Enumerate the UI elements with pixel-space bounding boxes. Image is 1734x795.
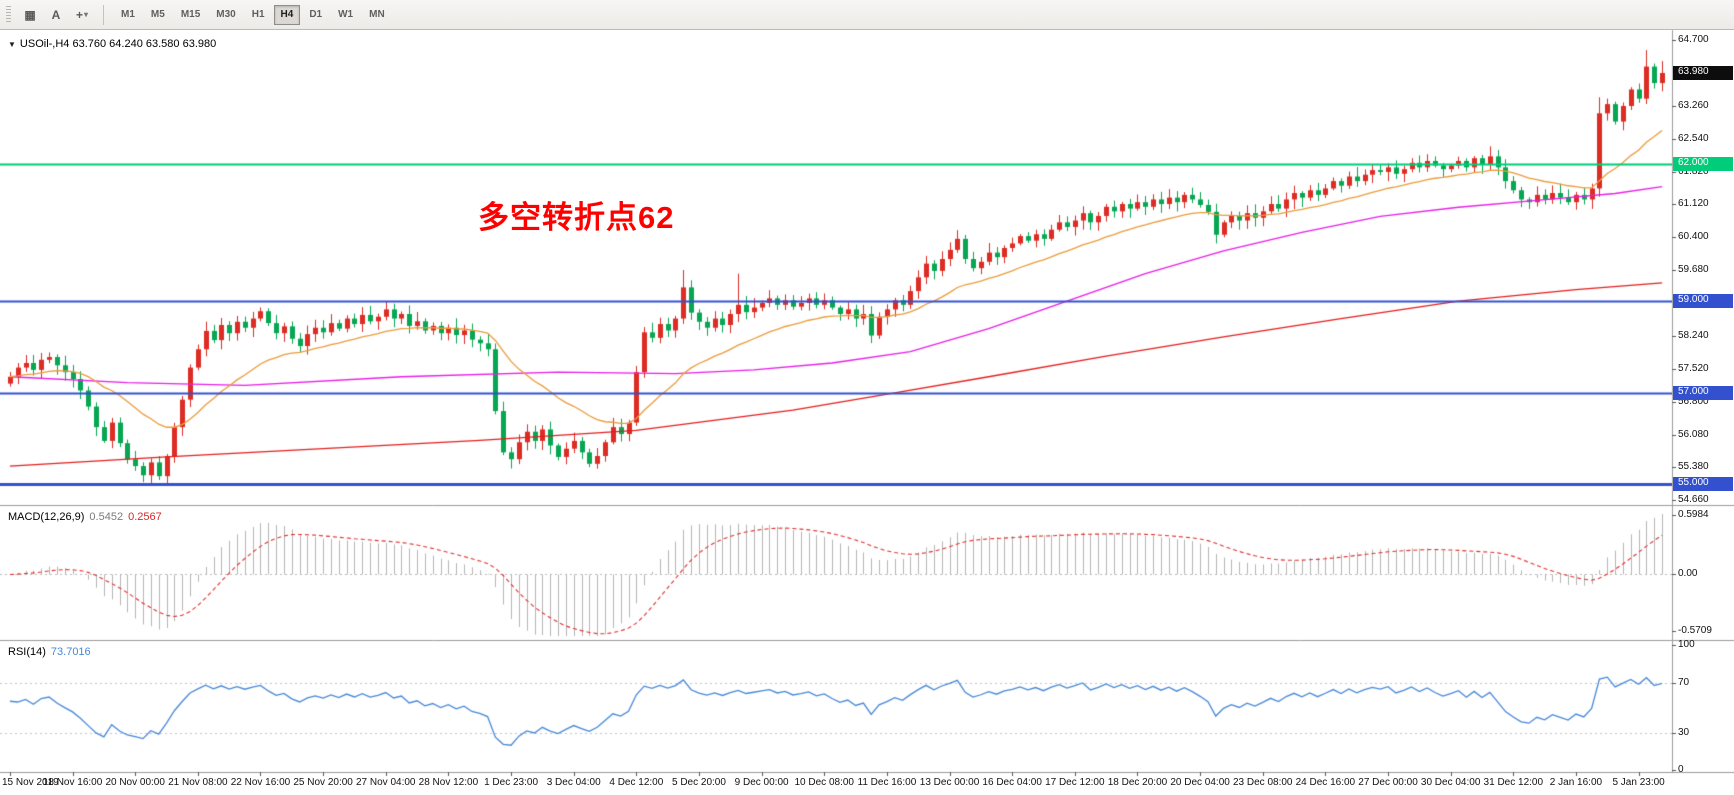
chart-symbol-ohlc: ▼ USOil-,H4 63.760 64.240 63.580 63.980 bbox=[8, 38, 216, 50]
timeframe-toolbar: M1 M5 M15 M30 H1 H4 D1 W1 MN bbox=[113, 4, 393, 25]
timeframe-button-m15[interactable]: M15 bbox=[174, 5, 207, 25]
time-axis-label: 21 Nov 08:00 bbox=[168, 777, 228, 788]
time-axis-label: 27 Dec 00:00 bbox=[1358, 777, 1418, 788]
macd-axis-label: 0.00 bbox=[1678, 568, 1698, 580]
toolbar-grip[interactable] bbox=[6, 5, 11, 24]
time-axis-label: 31 Dec 12:00 bbox=[1483, 777, 1544, 788]
rsi-axis-label: 100 bbox=[1678, 639, 1695, 650]
time-axis-label: 23 Dec 08:00 bbox=[1232, 777, 1293, 788]
time-axis-label: 28 Nov 12:00 bbox=[418, 777, 479, 788]
timeframe-button-d1[interactable]: D1 bbox=[302, 5, 329, 25]
price-axis-label: 54.660 bbox=[1678, 494, 1709, 505]
price-axis-label: 61.120 bbox=[1678, 198, 1709, 210]
toolbar-separator bbox=[103, 4, 104, 25]
price-axis-label: 62.540 bbox=[1678, 132, 1709, 144]
macd-axis-label: -0.5709 bbox=[1678, 625, 1712, 637]
pane-divider-macd[interactable] bbox=[0, 504, 1734, 508]
time-axis-label: 5 Dec 20:00 bbox=[672, 777, 726, 788]
time-axis-label: 20 Dec 04:00 bbox=[1170, 777, 1230, 788]
chart-grid-icon[interactable]: ▦ bbox=[18, 4, 42, 26]
timeframe-button-w1[interactable]: W1 bbox=[331, 5, 360, 25]
timeframe-button-m5[interactable]: M5 bbox=[144, 5, 172, 25]
time-axis-label: 17 Dec 12:00 bbox=[1045, 777, 1105, 788]
time-axis-label: 10 Dec 08:00 bbox=[794, 777, 855, 788]
price-axis-label: 58.240 bbox=[1678, 329, 1709, 341]
price-axis-label: 59.680 bbox=[1678, 264, 1709, 275]
price-axis-label: 63.260 bbox=[1678, 99, 1709, 111]
price-level-tag-59: 59.000 bbox=[1673, 294, 1733, 309]
tool-group: ▦ A + ▾ bbox=[18, 4, 94, 26]
price-axis[interactable]: 64.700 63.260 62.540 61.820 61.120 60.400 59.6… bbox=[1673, 30, 1734, 775]
macd-axis-label: 0.5984 bbox=[1678, 509, 1709, 521]
price-axis-label: 64.700 bbox=[1678, 34, 1709, 45]
symbol-dropdown-icon[interactable]: ▼ bbox=[8, 40, 16, 49]
price-level-tag-55: 55.000 bbox=[1673, 477, 1733, 492]
timeframe-button-h4[interactable]: H4 bbox=[273, 4, 301, 25]
price-level-tag-57: 57.000 bbox=[1673, 385, 1733, 400]
cursor-tool-icon[interactable]: A bbox=[44, 4, 68, 26]
rsi-axis-label: 0 bbox=[1678, 764, 1684, 775]
time-axis-label: 5 Jan 23:00 bbox=[1612, 777, 1665, 788]
symbol-title: USOil-,H4 63.760 64.240 63.580 63.980 bbox=[19, 38, 217, 50]
price-level-tag-62: 62.000 bbox=[1673, 156, 1733, 171]
rsi-value: 73.7016 bbox=[50, 646, 91, 658]
macd-signal-value: 0.2567 bbox=[128, 511, 162, 523]
time-axis-label: 16 Dec 04:00 bbox=[982, 777, 1042, 788]
time-axis[interactable]: 15 Nov 2019 18 Nov 16:00 20 Nov 00:00 21 No… bbox=[0, 773, 1734, 795]
pane-divider-rsi[interactable] bbox=[0, 639, 1734, 643]
time-axis-label: 30 Dec 04:00 bbox=[1420, 777, 1481, 788]
rsi-indicator-label: RSI(14) 73.7016 bbox=[8, 646, 91, 658]
time-axis-label: 4 Dec 12:00 bbox=[609, 777, 664, 788]
time-axis-label: 22 Nov 16:00 bbox=[230, 777, 291, 788]
time-axis-label: 15 Nov 2019 bbox=[2, 777, 59, 788]
price-axis-label: 56.800 bbox=[1678, 395, 1709, 407]
price-axis-label: 56.080 bbox=[1678, 428, 1709, 440]
timeframe-button-m1[interactable]: M1 bbox=[114, 5, 142, 25]
price-axis-label: 61.820 bbox=[1678, 165, 1709, 177]
time-axis-label: 27 Nov 04:00 bbox=[356, 777, 416, 788]
chart-annotation-text[interactable]: 多空转折点62 bbox=[478, 200, 675, 235]
time-axis-label: 18 Dec 20:00 bbox=[1107, 777, 1168, 788]
timeframe-button-h1[interactable]: H1 bbox=[245, 5, 272, 25]
rsi-axis-label: 30 bbox=[1678, 726, 1690, 738]
crosshair-tool-icon[interactable]: + ▾ bbox=[70, 4, 94, 26]
price-axis-label: 60.400 bbox=[1678, 231, 1709, 242]
time-axis-label: 20 Nov 00:00 bbox=[105, 777, 165, 788]
time-axis-label: 13 Dec 00:00 bbox=[919, 777, 980, 788]
macd-main-value: 0.5452 bbox=[89, 511, 124, 523]
time-axis-label: 9 Dec 00:00 bbox=[734, 777, 789, 788]
timeframe-button-mn[interactable]: MN bbox=[362, 5, 392, 25]
timeframe-button-m30[interactable]: M30 bbox=[209, 5, 242, 25]
time-axis-label: 24 Dec 16:00 bbox=[1295, 777, 1356, 788]
macd-indicator-label: MACD(12,26,9) 0.5452 0.2567 bbox=[8, 511, 162, 523]
last-price-tag: 63.980 bbox=[1673, 65, 1733, 80]
time-axis-label: 2 Jan 16:00 bbox=[1549, 777, 1603, 788]
price-axis-label: 55.380 bbox=[1678, 461, 1709, 472]
rsi-axis-label: 70 bbox=[1678, 676, 1690, 688]
time-axis-label: 1 Dec 23:00 bbox=[484, 777, 539, 788]
time-axis-label: 3 Dec 04:00 bbox=[546, 777, 601, 788]
price-axis-label: 57.520 bbox=[1678, 362, 1709, 374]
rsi-name: RSI(14) bbox=[8, 646, 46, 658]
time-axis-label: 18 Nov 16:00 bbox=[42, 777, 103, 788]
time-axis-label: 11 Dec 16:00 bbox=[857, 777, 917, 788]
time-axis-label: 25 Nov 20:00 bbox=[293, 777, 353, 788]
toolbar: ▦ A + ▾ M1 M5 M15 M30 H1 H4 D1 W1 MN bbox=[0, 0, 1734, 30]
dropdown-caret-icon: ▾ bbox=[84, 10, 89, 19]
macd-name: MACD(12,26,9) bbox=[8, 511, 85, 523]
